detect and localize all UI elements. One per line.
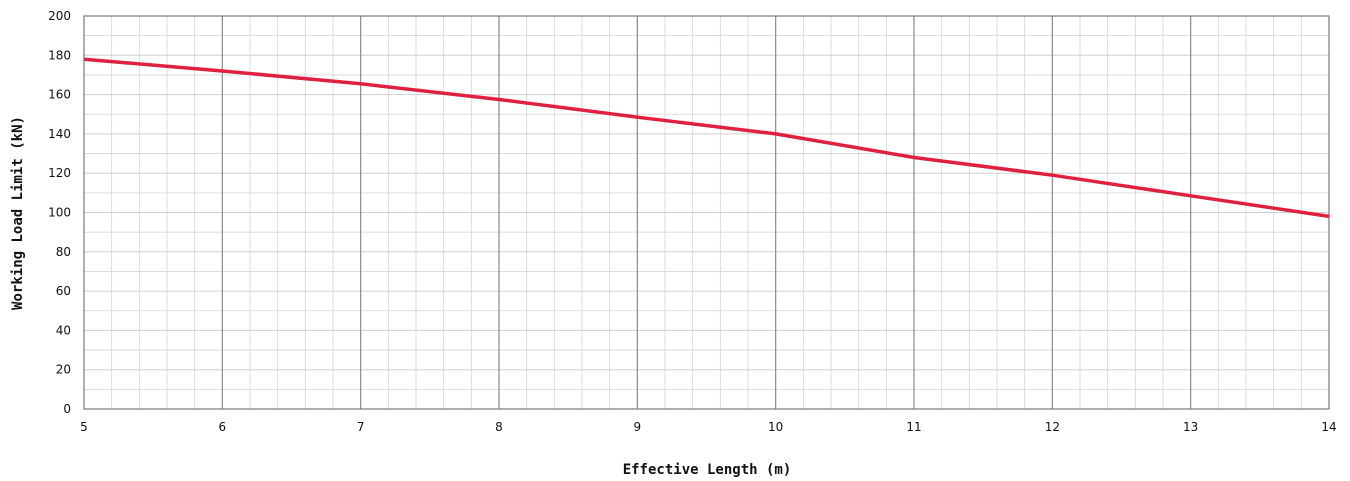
plot-border: [83, 15, 1330, 410]
x-tick-label: 9: [634, 420, 642, 434]
y-tick-label: 80: [56, 245, 71, 259]
y-tick-label: 140: [48, 127, 71, 141]
x-tick-labels: 5 6 7 8 9 10 11 12 13 14: [80, 420, 1336, 434]
y-tick-label: 60: [56, 284, 71, 298]
y-axis-label: Working Load Limit (kN): [10, 116, 26, 310]
x-tick-label: 10: [768, 420, 783, 434]
x-tick-label: 14: [1321, 420, 1336, 434]
x-tick-label: 13: [1183, 420, 1198, 434]
y-tick-label: 160: [48, 88, 71, 102]
y-tick-labels: 0 20 40 60 80 100 120 140 160 180 200: [48, 9, 71, 416]
plot-frame: [83, 15, 1330, 410]
series-line-0: [83, 57, 1330, 219]
x-tick-label: 6: [219, 420, 227, 434]
x-tick-label: 8: [495, 420, 503, 434]
y-tick-label: 20: [56, 363, 71, 377]
y-tick-label: 180: [48, 48, 71, 62]
y-tick-label: 200: [48, 9, 71, 23]
y-tick-label: 40: [56, 323, 71, 337]
x-tick-label: 7: [357, 420, 365, 434]
x-tick-label: 11: [906, 420, 921, 434]
series-layer: [83, 57, 1330, 219]
major-grid: [84, 16, 1329, 409]
y-tick-label: 100: [48, 206, 71, 220]
y-tick-label: 120: [48, 166, 71, 180]
x-tick-label: 5: [80, 420, 88, 434]
x-axis-label: Effective Length (m): [623, 462, 792, 478]
x-tick-label: 12: [1045, 420, 1060, 434]
y-tick-label: 0: [63, 402, 71, 416]
